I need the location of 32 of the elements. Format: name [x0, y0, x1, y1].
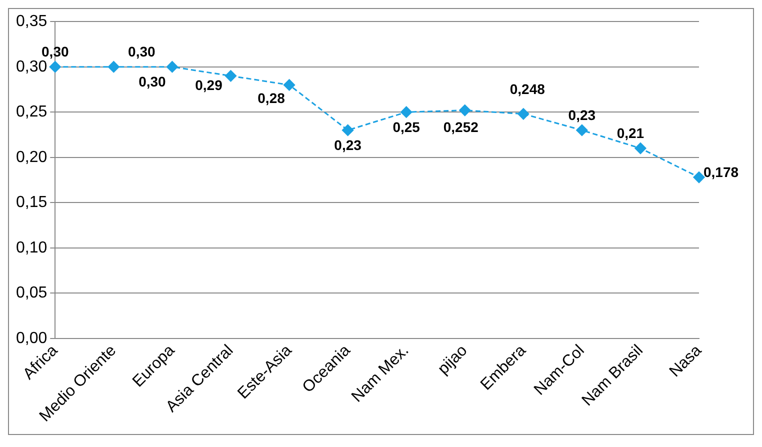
point: [400, 106, 412, 118]
y-tick-label: 0,10: [16, 239, 48, 256]
data-label: 0,23: [568, 107, 596, 124]
point: [576, 124, 588, 136]
data-label: 0,30: [42, 44, 69, 60]
data-label: 0,252: [443, 119, 479, 136]
point: [634, 142, 646, 154]
data-label: 0,28: [258, 90, 286, 106]
data-label: 0,178: [703, 164, 739, 180]
data-label: 0,23: [334, 137, 362, 154]
point: [49, 61, 61, 73]
data-label: 0,30: [138, 74, 166, 90]
point: [518, 108, 530, 120]
point: [166, 61, 178, 73]
point: [284, 79, 296, 91]
y-tick-label: 0,05: [16, 284, 48, 302]
y-tick-label: 0,30: [16, 58, 48, 76]
point: [459, 104, 471, 116]
y-tick-label: 0,25: [16, 104, 48, 121]
y-tick-label: 0,35: [16, 13, 48, 30]
point: [342, 124, 354, 136]
point: [108, 61, 120, 73]
y-tick-label: 0,15: [16, 194, 48, 212]
data-label: 0,29: [195, 76, 223, 93]
point: [224, 70, 236, 82]
data-label: 0,30: [128, 44, 156, 60]
point: [693, 172, 705, 184]
data-label: 0,248: [510, 80, 546, 97]
y-tick-label: 0,00: [16, 330, 48, 347]
data-label: 0,25: [392, 118, 420, 135]
data-label: 0,21: [616, 125, 644, 142]
y-tick-label: 0,20: [16, 148, 48, 166]
